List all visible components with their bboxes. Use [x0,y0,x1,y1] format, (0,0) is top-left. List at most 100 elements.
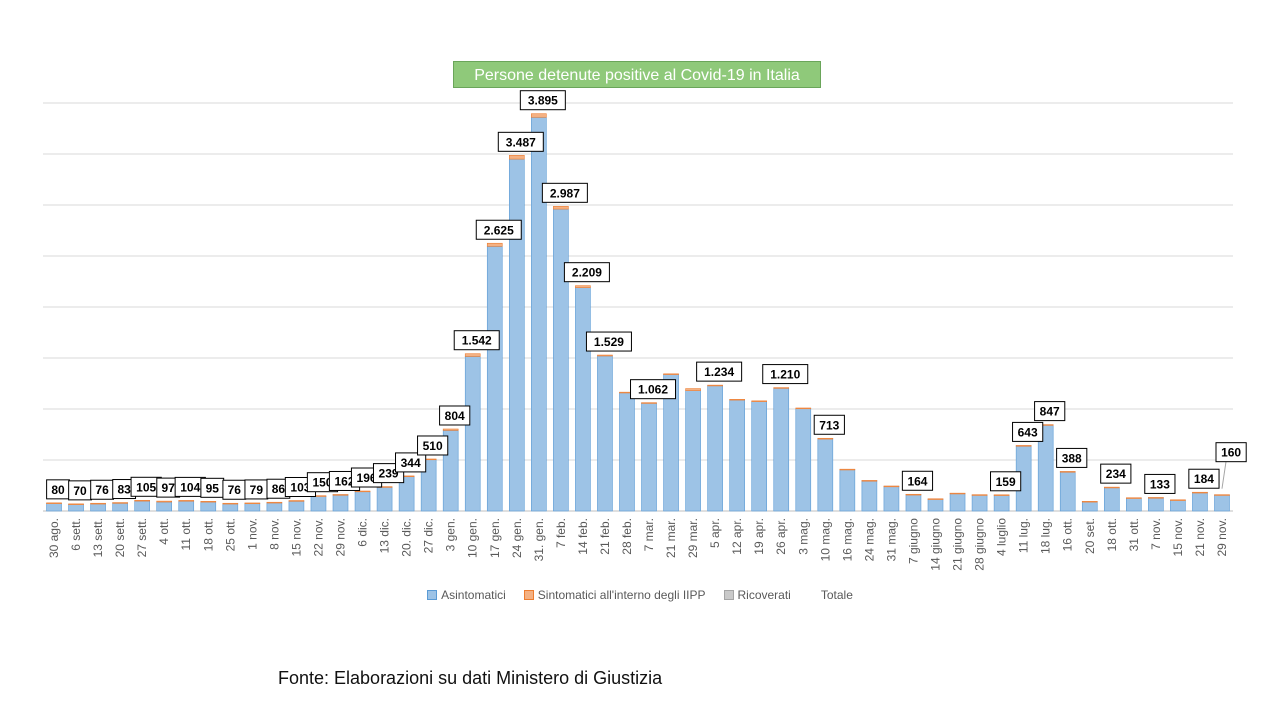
bar-segment [927,498,944,512]
data-label-box [762,364,809,385]
x-tick-labels: 30 ago. 6 sett. 13 sett. 20 sett. 27 sett. 4 … [47,518,1229,571]
data-label-box [519,90,566,111]
x-tick-label: 5 apr. [708,518,722,548]
bar-segment [531,113,547,118]
x-tick-label: 7 mar. [642,518,656,551]
bar-segment [464,356,481,512]
bar-segment [288,500,305,512]
data-label: 1.529 [594,335,624,349]
legend-label: Asintomatici [441,588,506,602]
bar-segment [795,408,812,512]
bar-segment [1081,501,1098,503]
data-label: 160 [1221,446,1241,460]
bars [46,113,1230,512]
bar-segment [905,494,922,512]
bar-segment [486,246,503,512]
bar-segment [1170,499,1186,512]
bar-segment [773,387,790,512]
bar-segment [729,399,745,512]
bar-segment [751,401,768,512]
data-label-box [901,470,934,491]
x-tick-label: 21 feb. [598,518,612,555]
x-tick-label: 6 sett. [69,518,83,551]
data-label: 1.542 [462,334,492,348]
data-label: 1.234 [704,365,734,379]
x-tick-label: 24 mag. [862,518,876,561]
x-tick-label: 31 mag. [884,518,898,561]
bar-segment [641,402,657,404]
bar-segment [288,500,305,502]
data-label-box [395,452,427,473]
bar-segment [795,407,812,410]
bar-segment [46,502,62,504]
data-label: 2.209 [572,266,602,280]
bar-segment [1148,497,1164,512]
x-tick-label: 4 luglio [995,518,1009,556]
bar-segment [486,242,503,247]
data-label: 86 [272,482,286,496]
source-note: Fonte: Elaborazioni su dati Ministero di… [278,668,663,688]
x-tick-label: 11 ott. [179,518,193,550]
bar-segment [553,206,569,210]
data-label-box [541,182,588,203]
data-label: 234 [1106,467,1126,481]
x-tick-label: 29 nov. [1215,518,1229,556]
data-label: 76 [228,483,242,497]
bar-segment [1059,471,1076,473]
bar-segment [1214,494,1230,512]
bar-segment [244,502,261,512]
x-tick-label: 24 gen. [510,518,524,558]
data-label: 2.987 [550,186,580,200]
bar-segment [134,500,150,512]
x-tick-label: 30 ago. [47,518,61,558]
bar-segment [178,500,195,502]
bar-segment [112,502,128,512]
data-label: 164 [907,474,927,488]
bar-segment [619,392,635,512]
x-tick-label: 18 ott. [201,518,215,551]
bar-segment [354,490,371,493]
legend-swatch-sintomatici [523,590,534,600]
data-label: 159 [996,475,1016,489]
data-label: 105 [136,480,156,494]
bar-segment [949,493,966,512]
x-tick-label: 10 gen. [466,518,480,558]
bar-segment [1103,486,1120,489]
bar-segment [1103,487,1120,512]
x-tick-label: 7 giugno [906,518,920,564]
bar-segment [156,501,173,512]
legend-label: Totale [820,588,853,602]
bar-segment [1059,471,1076,512]
data-label: 239 [379,467,399,481]
data-label: 83 [117,483,131,497]
x-tick-label: 31 ott. [1127,518,1141,551]
bar-segment [1148,497,1164,499]
x-tick-label: 12 apr. [730,518,744,555]
data-label: 1.062 [638,383,668,397]
data-label: 76 [95,483,109,497]
data-label-box [990,471,1022,492]
x-tick-label: 27 sett. [135,518,149,557]
legend-item-asintomatici: Asintomatici [427,588,506,602]
x-tick-label: 27 dic. [422,518,436,553]
x-tick-label: 16 ott. [1061,518,1075,551]
chart-title: Persone detenute positive al Covid-19 in… [453,61,821,88]
data-label: 133 [1150,477,1170,491]
data-label: 70 [73,484,87,498]
data-label-box [585,331,632,352]
bar-segment [156,500,173,503]
bar-segment [993,494,1010,512]
x-tick-label: 29 mar. [686,518,700,558]
bar-segment [685,390,701,512]
bar-segment [1192,492,1208,512]
x-tick-label: 3 gen. [444,518,458,551]
data-label: 3.895 [528,94,558,108]
x-tick-label: 19 apr. [752,518,766,555]
bar-segment [729,399,745,401]
leader-line [1221,461,1227,489]
x-tick-label: 21 nov. [1193,518,1207,556]
bar-segment [68,503,84,512]
bar-segment [134,499,150,502]
data-label-box [453,330,500,351]
data-label-box [1056,447,1088,468]
